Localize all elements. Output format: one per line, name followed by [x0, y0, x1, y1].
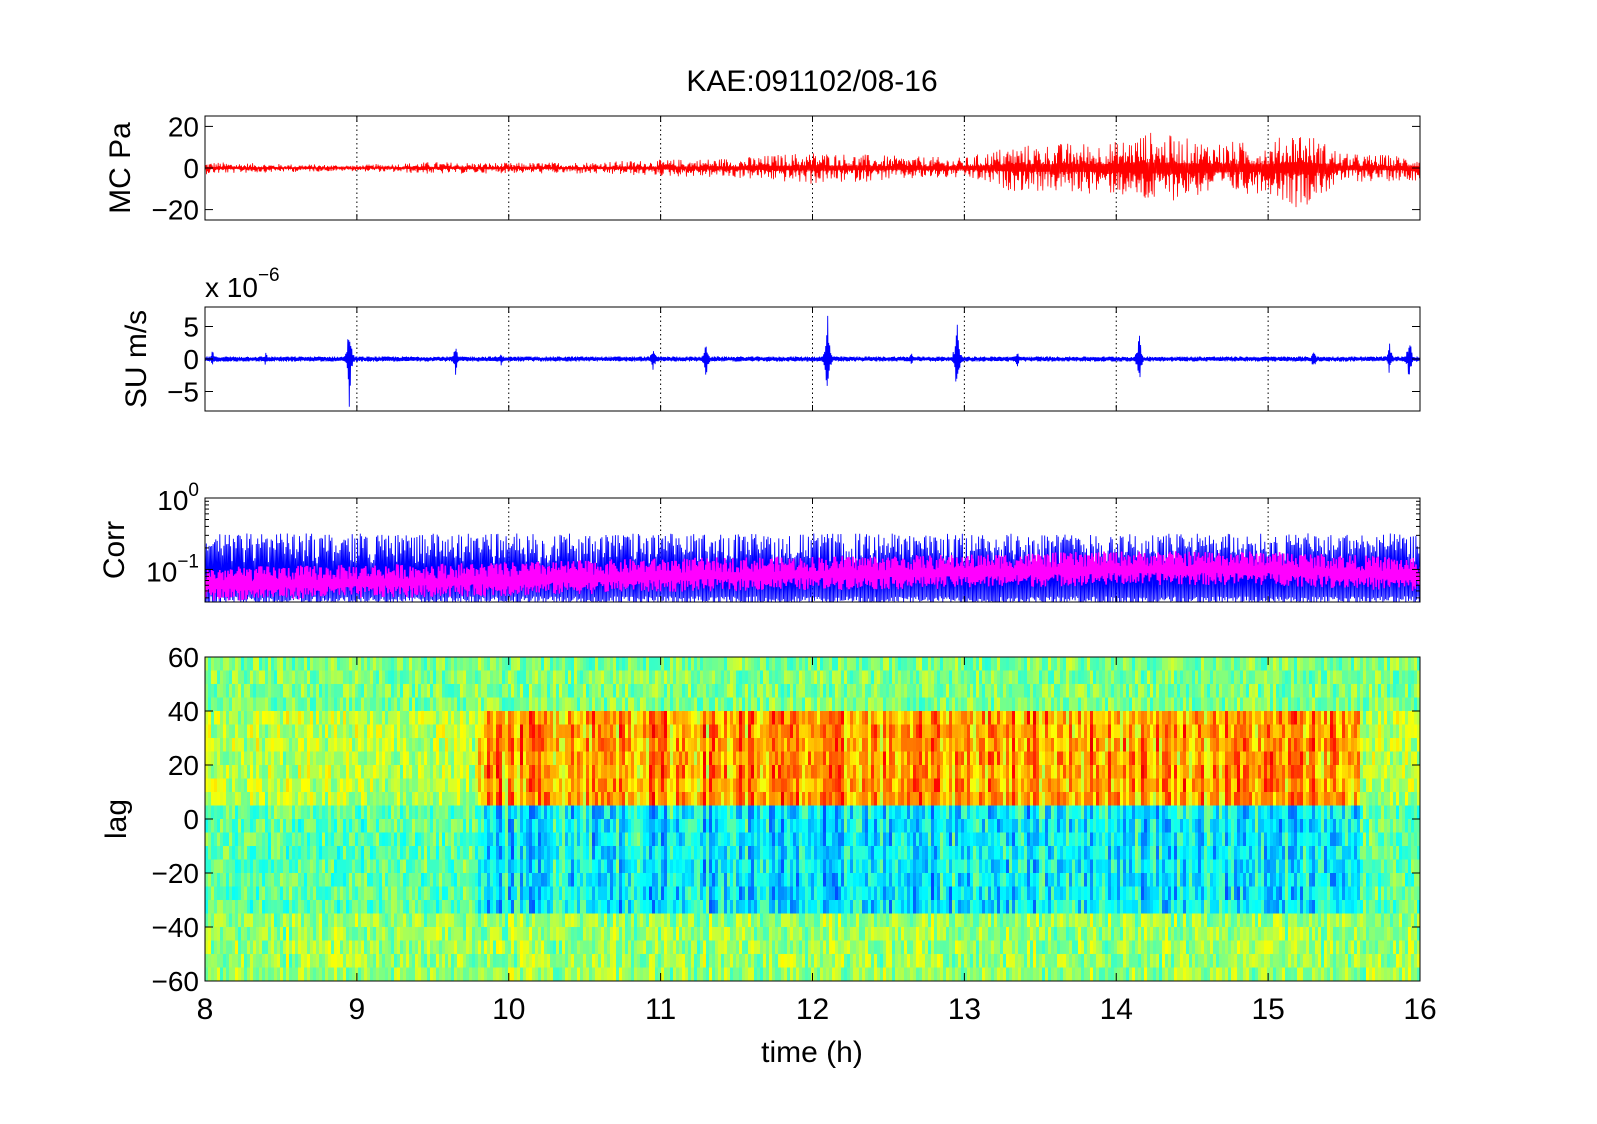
- y-tick-exponent: 0: [188, 480, 199, 501]
- y-tick-label: −5: [167, 377, 199, 408]
- y-tick-label: 0: [183, 153, 199, 184]
- y-tick-label: 20: [168, 111, 199, 142]
- lag-heatmap: [205, 657, 1421, 982]
- figure-title: KAE:091102/08-16: [686, 65, 937, 98]
- y-tick-label: 5: [183, 312, 199, 343]
- correlation-y-label: Corr: [98, 521, 131, 579]
- y-tick-exponent: −1: [177, 551, 199, 572]
- pressure-panel: −20 0 20 MC Pa: [104, 111, 1420, 225]
- pressure-y-label: MC Pa: [104, 122, 137, 214]
- seismic-scale-exponent: −6: [258, 265, 280, 286]
- seismic-panel: −505 SU m/s x 10−6: [120, 265, 1420, 411]
- y-tick-label: 10−1: [146, 551, 199, 587]
- seismic-y-label: SU m/s: [120, 310, 153, 408]
- y-tick-label: −20: [152, 195, 200, 226]
- y-tick-base: 10: [146, 556, 177, 587]
- seismic-scale-label: x 10−6: [205, 265, 280, 303]
- figure: KAE:091102/08-16 −20020 MC Pa −505 SU m/…: [0, 0, 1597, 1124]
- y-tick-base: 10: [157, 485, 188, 516]
- y-tick-label: 100: [157, 480, 199, 516]
- seismic-scale-base: x 10: [205, 272, 258, 303]
- y-tick-label: 0: [183, 344, 199, 375]
